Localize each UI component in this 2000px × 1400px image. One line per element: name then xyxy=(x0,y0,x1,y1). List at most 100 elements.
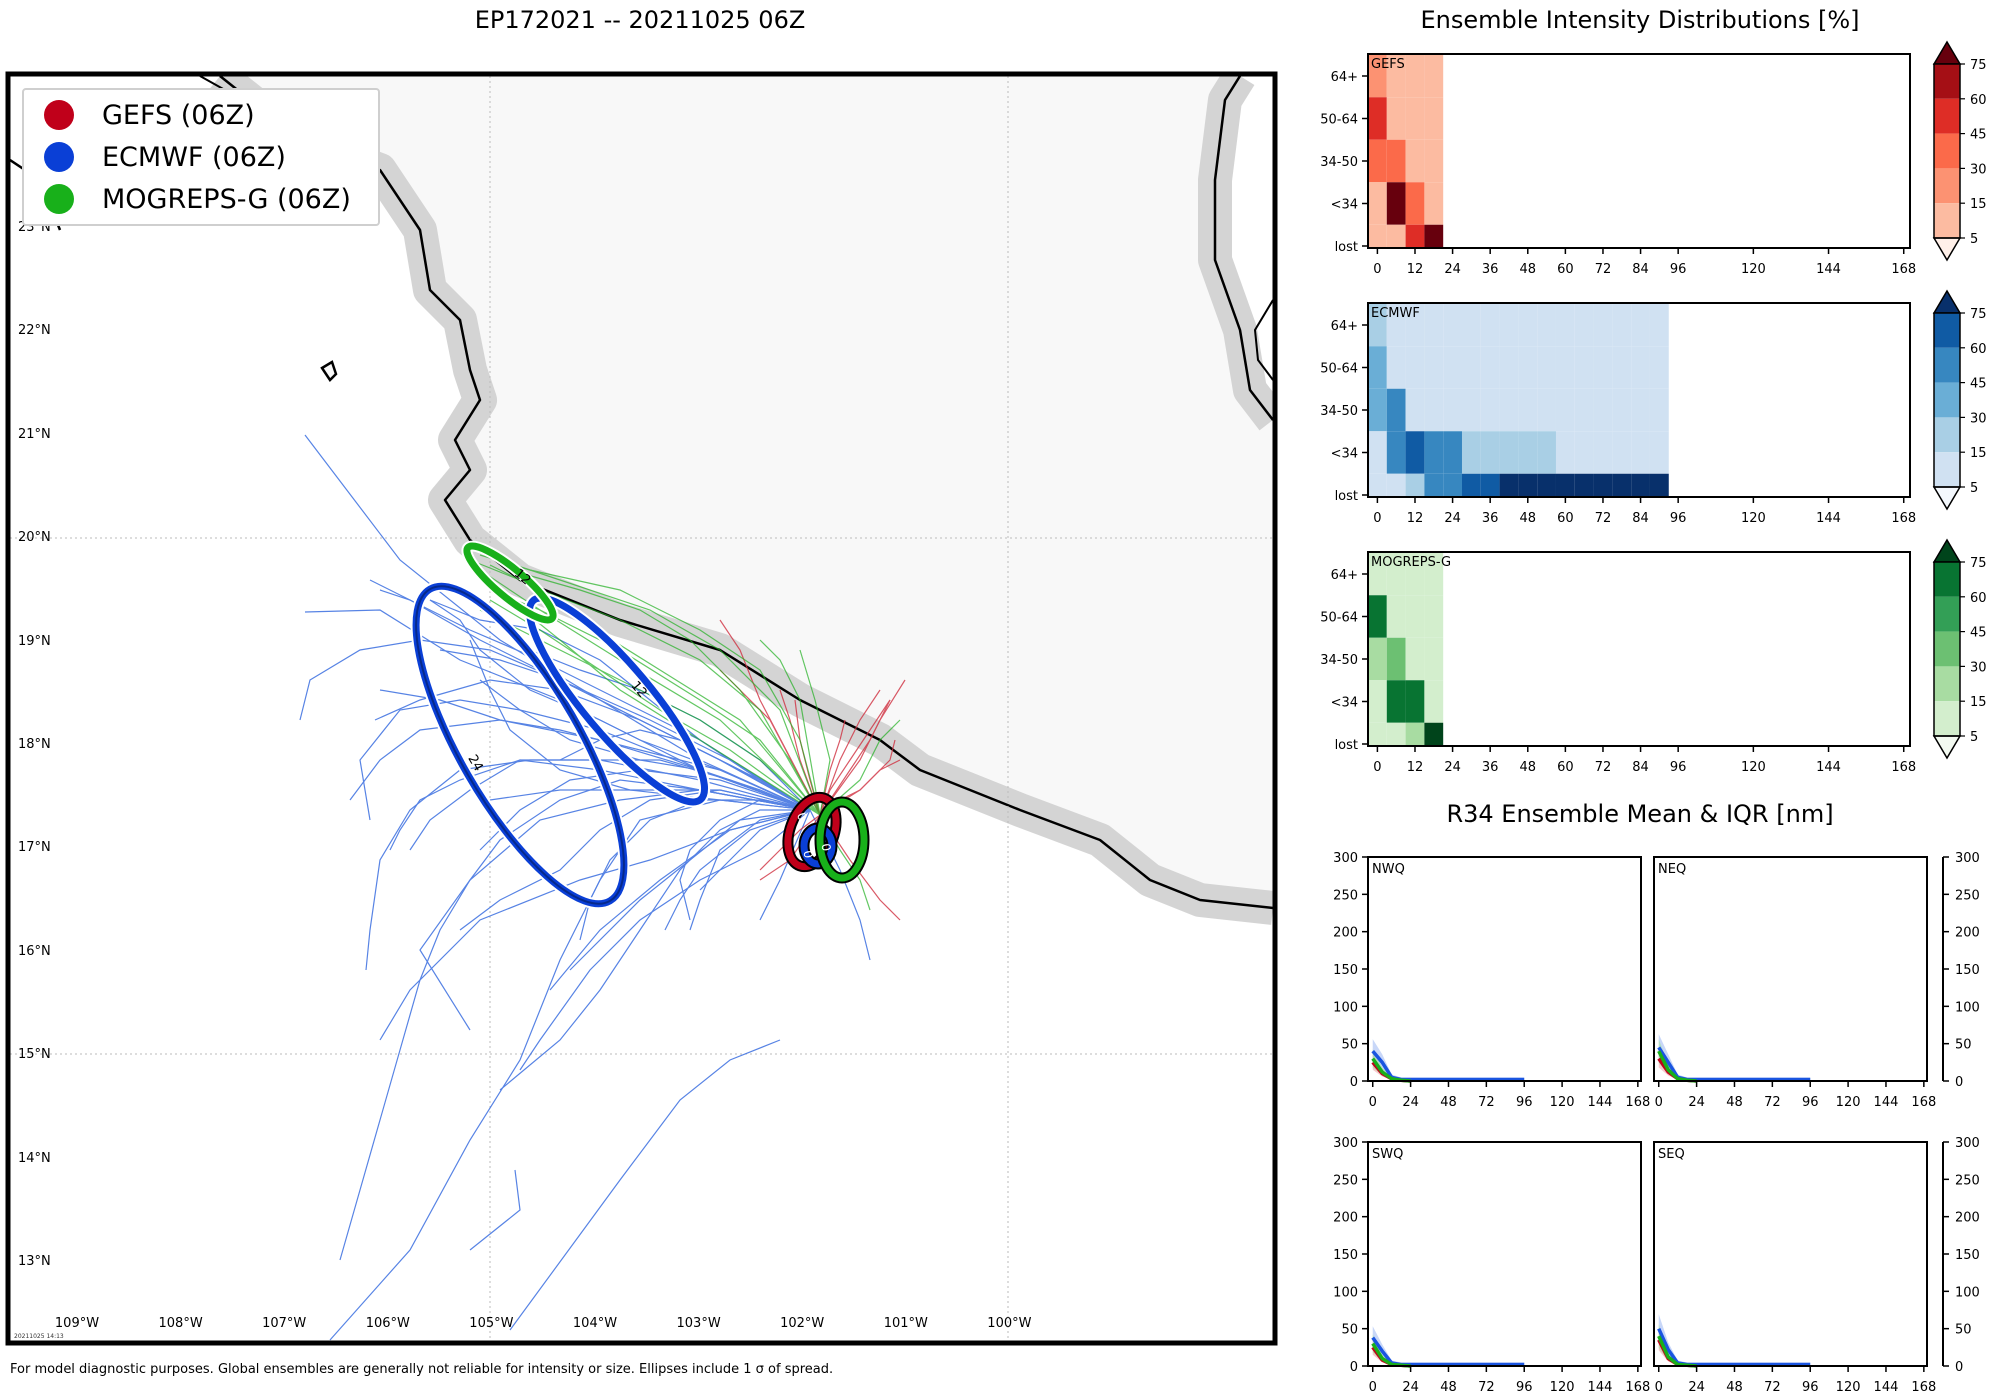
iqr-band xyxy=(1658,1039,1697,1081)
heatmap-cell xyxy=(1461,473,1481,497)
x-tick-label: 120 xyxy=(1741,262,1766,277)
mean-line xyxy=(1371,1050,1525,1082)
iqr-band xyxy=(1372,1049,1411,1081)
y-tick-label: 100 xyxy=(1333,1285,1358,1300)
heatmap-cell xyxy=(1574,473,1594,497)
heatmap-cell xyxy=(1386,722,1406,746)
x-tick-label: 72 xyxy=(1595,262,1612,277)
legend-label: ECMWF (06Z) xyxy=(102,141,286,173)
timestamp: 20211025 14:13 xyxy=(14,1333,64,1340)
x-tick-label: 0 xyxy=(1369,1380,1377,1395)
y-tick-label: 200 xyxy=(1955,926,1980,941)
y-tick-label: 300 xyxy=(1333,851,1358,866)
iqr-band xyxy=(1372,1339,1411,1366)
x-tick-label: 120 xyxy=(1741,511,1766,526)
colorbar-segment xyxy=(1934,168,1960,204)
x-tick-label: 24 xyxy=(1402,1380,1419,1395)
heatmap-cell xyxy=(1368,431,1387,474)
x-tick-label: 84 xyxy=(1632,511,1649,526)
lat-label: 15°N xyxy=(18,1047,51,1063)
x-tick-label: 168 xyxy=(1625,1095,1650,1110)
heatmap-cell xyxy=(1368,473,1387,497)
heatmap-cell xyxy=(1461,388,1481,432)
x-tick-label: 36 xyxy=(1482,262,1499,277)
heatmap-cell xyxy=(1424,182,1444,225)
y-tick-label: 50-64 xyxy=(1320,611,1358,626)
mean-line xyxy=(1657,1335,1697,1368)
colorbar-segment xyxy=(1934,98,1960,134)
x-tick-label: 72 xyxy=(1595,511,1612,526)
lon-label: 107°W xyxy=(262,1316,307,1331)
heatmap-cell xyxy=(1368,97,1387,140)
heatmap-cell xyxy=(1555,473,1575,497)
lon-label: 103°W xyxy=(676,1316,721,1331)
heatmap-cell xyxy=(1386,595,1406,638)
x-tick-label: 72 xyxy=(1764,1380,1781,1395)
heatmap-cell xyxy=(1612,388,1632,432)
x-tick-label: 12 xyxy=(1407,262,1424,277)
x-tick-label: 120 xyxy=(1550,1095,1575,1110)
heatmap-cell xyxy=(1537,346,1556,389)
colorbar-tick-label: 15 xyxy=(1970,197,1987,212)
colorbar-tick-label: 5 xyxy=(1970,481,1978,496)
heatmap-cell xyxy=(1499,346,1519,389)
heatmap-cell xyxy=(1649,303,1669,347)
heatmap-cell xyxy=(1555,303,1575,347)
mean-line xyxy=(1371,1342,1411,1368)
heatmap-cell xyxy=(1461,346,1481,389)
legend-label: MOGREPS-G (06Z) xyxy=(102,183,351,215)
heatmap-cell xyxy=(1405,722,1425,746)
heatmap-cell xyxy=(1518,346,1538,389)
heatmap-cell xyxy=(1424,388,1444,432)
x-tick-label: 96 xyxy=(1802,1095,1819,1110)
heatmap-cell xyxy=(1574,303,1594,347)
heatmap-cell xyxy=(1480,303,1500,347)
heatmap-cell xyxy=(1368,346,1387,389)
x-tick-label: 48 xyxy=(1726,1380,1743,1395)
y-tick-label: 34-50 xyxy=(1320,653,1358,668)
colorbar-extend-bottom xyxy=(1932,735,1962,760)
iqr-band xyxy=(1658,1324,1697,1366)
ellipse-label-ecmwf-24: 24 xyxy=(464,752,485,774)
x-tick-label: 24 xyxy=(1402,1095,1419,1110)
heatmap-cell xyxy=(1368,595,1387,638)
x-tick-label: 120 xyxy=(1550,1380,1575,1395)
y-tick-label: 34-50 xyxy=(1320,155,1358,170)
x-tick-label: 168 xyxy=(1911,1380,1936,1395)
y-tick-label: 34-50 xyxy=(1320,404,1358,419)
heatmap-cell xyxy=(1368,303,1387,347)
map-footnote: For model diagnostic purposes. Global en… xyxy=(10,1362,834,1377)
heatmap-cell xyxy=(1499,431,1519,474)
heatmap-cell xyxy=(1386,431,1406,474)
heatmap-cell xyxy=(1368,680,1387,723)
heatmap-cell xyxy=(1518,473,1538,497)
x-tick-label: 48 xyxy=(1440,1095,1457,1110)
x-tick-label: 96 xyxy=(1670,262,1687,277)
heatmap-cell xyxy=(1424,97,1444,140)
y-tick-label: 100 xyxy=(1955,1000,1980,1015)
y-tick-label: 150 xyxy=(1955,1248,1980,1263)
heatmap-cell xyxy=(1649,346,1669,389)
colorbar-tick-label: 60 xyxy=(1970,591,1987,606)
heatmap-cell xyxy=(1405,303,1425,347)
y-tick-label: 250 xyxy=(1333,888,1358,903)
heatmap-cell xyxy=(1405,595,1425,638)
x-tick-label: 168 xyxy=(1891,760,1916,775)
heatmap-cell xyxy=(1368,552,1387,596)
colorbar-segment xyxy=(1934,452,1960,487)
heatmap-cell xyxy=(1612,473,1632,497)
y-tick-label: lost xyxy=(1335,738,1358,753)
mogreps-ellipse-12 xyxy=(461,540,559,626)
heatmap-cell xyxy=(1555,431,1575,474)
legend-entry: ECMWF (06Z) xyxy=(24,136,378,178)
map-title: EP172021 -- 20211025 06Z xyxy=(474,6,806,34)
lat-label: 22°N xyxy=(18,323,51,339)
colorbar-extend-bottom xyxy=(1932,486,1962,511)
lon-label: 109°W xyxy=(54,1316,100,1331)
heatmap-cell xyxy=(1518,431,1538,474)
heatmap-cell xyxy=(1405,552,1425,596)
mean-line xyxy=(1371,1057,1411,1083)
x-tick-label: 48 xyxy=(1726,1095,1743,1110)
heatmap-cell xyxy=(1386,473,1406,497)
heatmap-cell xyxy=(1649,431,1669,474)
